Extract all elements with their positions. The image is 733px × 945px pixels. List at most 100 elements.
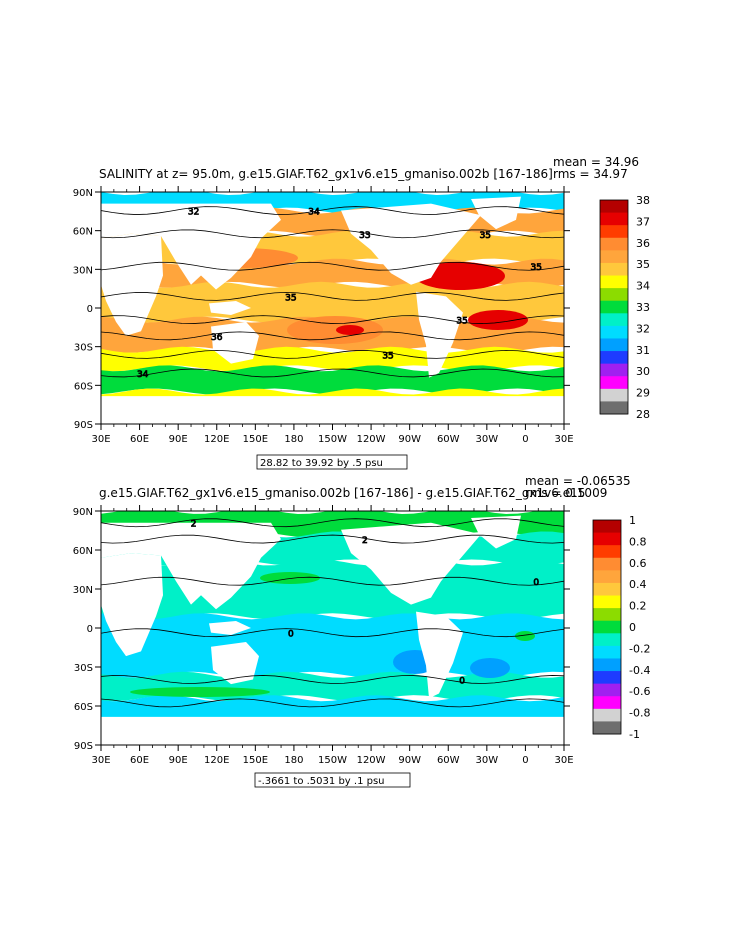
- panel2-rms: rms = 0.1009: [525, 486, 607, 500]
- salinity-contour-label: 35: [456, 317, 467, 327]
- contour-line: [101, 368, 564, 378]
- x-tick-label: 0: [522, 755, 528, 766]
- colorbar-swatch: [600, 250, 628, 264]
- colorbar-label: 28: [636, 408, 650, 421]
- contour-line: [101, 675, 564, 684]
- colorbar-swatch: [593, 721, 621, 735]
- salinity-contour-label: 34: [308, 208, 320, 218]
- salinity-contour-label: 35: [530, 263, 541, 273]
- x-tick-label: 60W: [437, 755, 460, 766]
- x-tick-label: 90E: [169, 755, 188, 766]
- panel2-contour-info: -.3661 to .5031 by .1 psu: [258, 776, 385, 787]
- difference-contour-label: 2: [362, 536, 368, 546]
- colorbar-label: -0.2: [629, 642, 650, 655]
- contour-line: [101, 628, 564, 638]
- x-tick-label: 90E: [169, 434, 188, 445]
- panel-salinity: SALINITY at z= 95.0m, g.e15.GIAF.T62_gx1…: [73, 155, 650, 470]
- x-tick-label: 180: [284, 434, 303, 445]
- y-tick-label: 0: [87, 624, 93, 635]
- colorbar-label: 0.8: [629, 535, 647, 548]
- y-tick-label: 90S: [74, 420, 93, 431]
- y-tick-label: 60N: [73, 546, 93, 557]
- contour-line: [101, 534, 564, 544]
- x-tick-label: 150E: [243, 434, 268, 445]
- x-tick-label: 30E: [91, 434, 110, 445]
- difference-anomaly: [130, 687, 270, 697]
- colorbar-swatch: [600, 338, 628, 352]
- panel1-contours: 32 33 35 35 35 36 35 34 34 35: [101, 206, 564, 380]
- salinity-contour-label: 35: [285, 293, 296, 303]
- colorbar-label: 30: [636, 365, 650, 378]
- colorbar-swatch: [600, 225, 628, 239]
- panel1-contour-info-box: 28.82 to 39.92 by .5 psu: [256, 454, 408, 470]
- colorbar-label: -0.4: [629, 664, 650, 677]
- colorbar-swatch: [593, 620, 621, 634]
- panel1-axes: 30E 60E 90E 120E 150E 180 150W 120W 90W 60W 30W 0 30…: [73, 186, 574, 445]
- x-tick-label: 30W: [476, 434, 499, 445]
- contour-line: [101, 206, 564, 215]
- salinity-contour-label: 36: [211, 333, 223, 343]
- difference-anomaly: [470, 658, 510, 678]
- panel2-contours: 2 2 0 0 0: [101, 518, 564, 708]
- colorbar-swatch: [600, 351, 628, 365]
- colorbar-label: 0.4: [629, 578, 647, 591]
- colorbar-swatch: [593, 582, 621, 597]
- contour-line: [101, 261, 564, 271]
- colorbar-label: 31: [636, 344, 650, 357]
- x-tick-label: 150W: [318, 755, 347, 766]
- salinity-core: [287, 316, 383, 344]
- colorbar-label: 35: [636, 258, 650, 271]
- contour-line: [101, 291, 564, 301]
- y-tick-label: 30N: [73, 585, 93, 596]
- colorbar-swatch: [593, 633, 621, 647]
- colorbar-swatch: [593, 658, 621, 672]
- colorbar-swatch: [593, 696, 621, 710]
- colorbar-swatch: [593, 645, 621, 659]
- difference-anomaly: [515, 631, 535, 641]
- salinity-contour-label: 32: [188, 208, 199, 218]
- colorbar-frame: [599, 199, 629, 415]
- y-tick-label: 60S: [74, 702, 93, 713]
- x-tick-label: 30E: [91, 755, 110, 766]
- x-tick-label: 150W: [318, 434, 347, 445]
- colorbar-label: 0: [629, 621, 636, 634]
- x-tick-label: 120E: [204, 434, 229, 445]
- colorbar-swatch: [593, 671, 621, 685]
- colorbar-label: 37: [636, 215, 650, 228]
- colorbar-label: 0.6: [629, 557, 647, 570]
- panel1-mean: mean = 34.96: [553, 155, 639, 169]
- y-tick-label: 60N: [73, 227, 93, 238]
- panel2-mean: mean = -0.06535: [525, 474, 631, 488]
- y-tick-label: 30N: [73, 265, 93, 276]
- difference-contour-label: 0: [459, 676, 465, 686]
- x-tick-label: 180: [284, 755, 303, 766]
- salinity-contour-label: 35: [480, 231, 491, 241]
- salinity-core: [468, 310, 528, 330]
- colorbar-swatch: [593, 608, 621, 622]
- panel1-rms: rms = 34.97: [553, 167, 628, 181]
- colorbar-label: 32: [636, 322, 650, 335]
- panel2-title: g.e15.GIAF.T62_gx1v6.e15_gmaniso.002b [1…: [99, 486, 585, 500]
- colorbar-swatch: [600, 200, 628, 214]
- salinity-core: [415, 262, 505, 290]
- colorbar-swatch: [593, 557, 621, 571]
- colorbar-label: -0.8: [629, 707, 650, 720]
- colorbar-swatch: [600, 275, 628, 289]
- contour-line: [101, 698, 564, 708]
- colorbar-swatch: [600, 237, 628, 251]
- x-tick-label: 60W: [437, 434, 460, 445]
- salinity-contour-label: 33: [359, 231, 370, 241]
- colorbar-swatch: [593, 532, 621, 546]
- x-tick-label: 30E: [554, 434, 573, 445]
- colorbar-swatch: [593, 708, 621, 722]
- colorbar-label: -1: [629, 728, 640, 741]
- contour-line: [101, 349, 564, 359]
- colorbar-label: 0.2: [629, 600, 647, 613]
- x-tick-label: 90W: [398, 434, 421, 445]
- panel1-contour-info: 28.82 to 39.92 by .5 psu: [260, 458, 383, 469]
- contour-line: [101, 331, 564, 341]
- colorbar-swatch: [600, 363, 628, 377]
- colorbar-label: 1: [629, 514, 636, 527]
- colorbar-swatch: [600, 388, 628, 402]
